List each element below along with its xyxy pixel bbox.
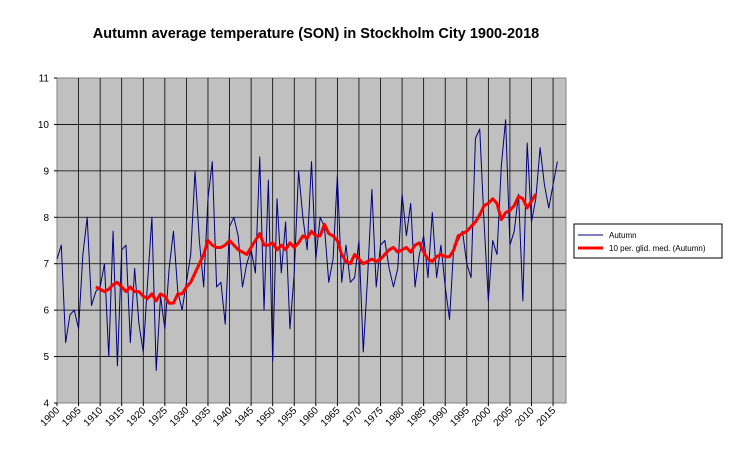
x-tick-label: 1925 <box>146 405 170 429</box>
legend-box <box>573 223 723 259</box>
plot-area <box>56 77 567 404</box>
x-tick-label: 2015 <box>535 405 559 429</box>
series-layer <box>56 119 558 371</box>
chart-title: Autumn average temperature (SON) in Stoc… <box>93 26 539 42</box>
x-tick-label: 1905 <box>60 405 84 429</box>
x-tick-label: 1960 <box>297 405 321 429</box>
x-tick-label: 1970 <box>341 405 365 429</box>
y-tick-label: 5 <box>43 352 49 363</box>
x-tick-label: 1965 <box>319 405 343 429</box>
x-axis-ticks: 1900190519101915192019251930193519401945… <box>39 403 559 429</box>
x-tick-label: 1980 <box>384 405 408 429</box>
y-tick-label: 6 <box>43 306 49 317</box>
x-tick-label: 1920 <box>125 405 149 429</box>
legend: Autumn 10 per. glid. med. (Autumn) <box>573 223 723 259</box>
x-tick-label: 1900 <box>39 405 63 429</box>
y-axis-ticks: 4 5 6 7 8 9 10 11 <box>38 74 57 410</box>
x-tick-label: 1930 <box>168 405 192 429</box>
x-tick-label: 2000 <box>470 405 494 429</box>
x-tick-label: 1995 <box>448 405 472 429</box>
y-tick-label: 9 <box>43 166 49 177</box>
y-tick-label: 8 <box>43 213 49 224</box>
legend-label-autumn: Autumn <box>609 231 637 240</box>
series-line-moving-average <box>95 193 538 305</box>
x-tick-label: 1915 <box>103 405 127 429</box>
x-tick-label: 1950 <box>254 405 278 429</box>
y-tick-label: 11 <box>39 74 50 85</box>
series-line-autumn <box>56 119 558 371</box>
legend-label-moving-average: 10 per. glid. med. (Autumn) <box>609 244 706 253</box>
x-tick-label: 1945 <box>233 405 257 429</box>
x-tick-label: 1990 <box>427 405 451 429</box>
x-tick-label: 1975 <box>362 405 386 429</box>
x-tick-label: 1910 <box>82 405 106 429</box>
x-tick-label: 1935 <box>190 405 214 429</box>
x-tick-label: 2010 <box>513 405 537 429</box>
y-tick-label: 4 <box>43 399 49 410</box>
x-tick-label: 2005 <box>492 405 516 429</box>
x-tick-label: 1940 <box>211 405 235 429</box>
x-tick-label: 1985 <box>405 405 429 429</box>
y-tick-label: 10 <box>38 120 50 131</box>
y-tick-label: 7 <box>43 259 49 270</box>
x-tick-label: 1955 <box>276 405 300 429</box>
